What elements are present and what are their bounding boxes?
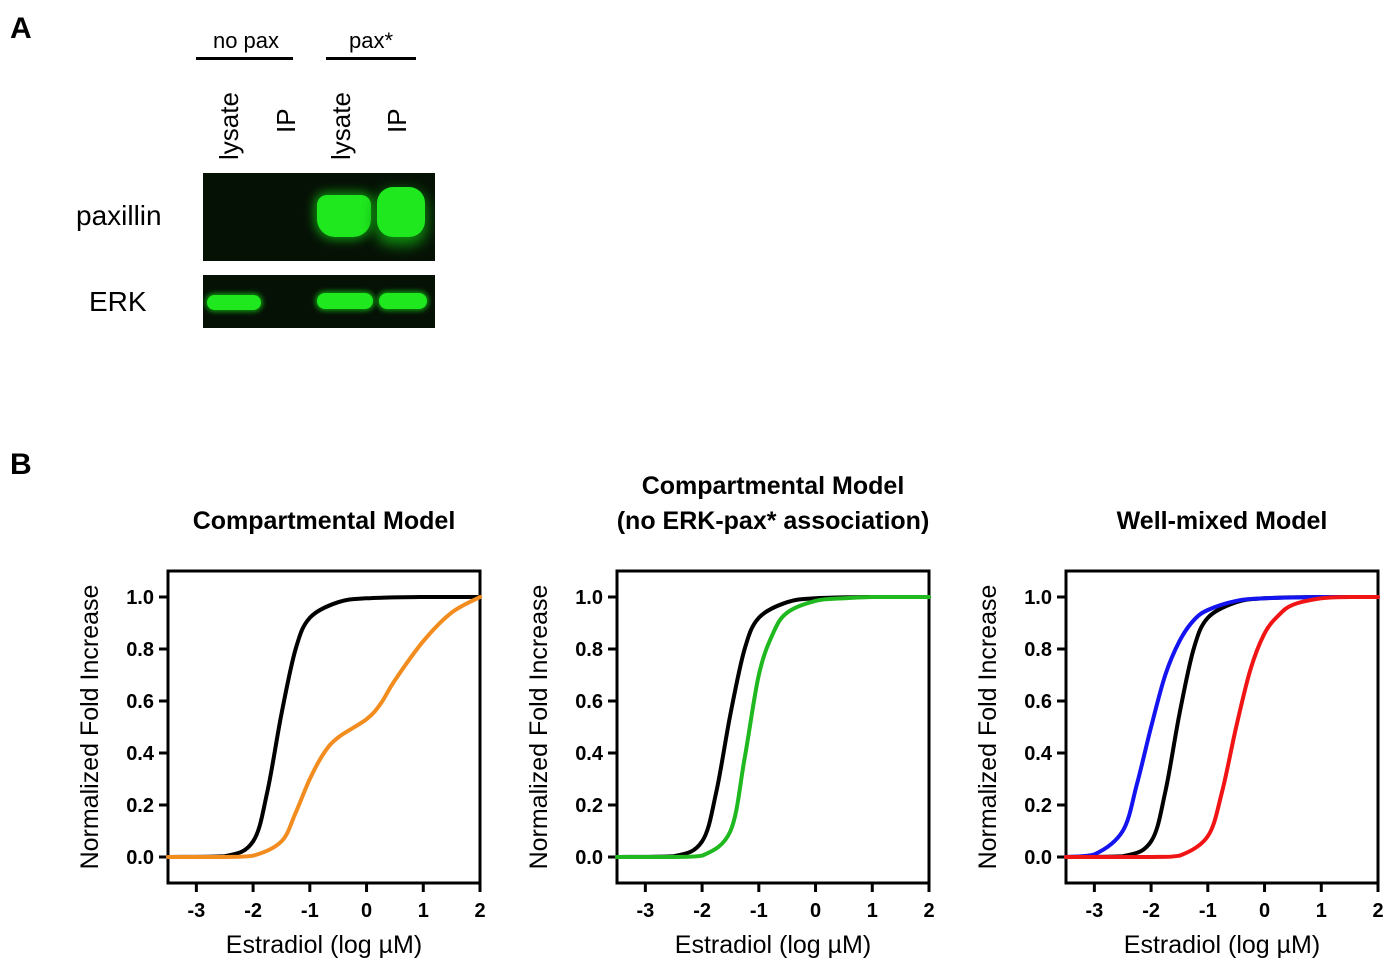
- x-tick-label: 1: [1316, 900, 1327, 922]
- erk-blot: [203, 275, 435, 328]
- y-axis-label: Normalized Fold Increase: [76, 585, 104, 870]
- panel-a-letter: A: [10, 12, 32, 45]
- chart-1: Compartmental Model 0.0 0.2 0.4 0.6 0.8 1.0 -3 -…: [76, 507, 486, 959]
- y-axis-label: Normalized Fold Increase: [974, 585, 1002, 870]
- x-tick-label: 2: [474, 900, 485, 922]
- y-tick-label: 0.0: [126, 847, 154, 869]
- plot-frame: [615, 569, 931, 885]
- paxillin-band-lysate: [317, 195, 371, 237]
- y-tick-label: 0.6: [126, 691, 154, 713]
- series-line-2: [615, 595, 931, 860]
- plot-frame: [166, 569, 482, 885]
- y-tick-label: 0.2: [126, 795, 154, 817]
- y-tick-label: 1.0: [575, 587, 603, 609]
- x-axis-label: Estradiol (log µM): [675, 931, 871, 959]
- y-tick-label: 0.2: [575, 795, 603, 817]
- group-label-pax: pax*: [348, 28, 394, 53]
- x-tick-label: -1: [750, 900, 768, 922]
- chart-3: Well-mixed Model 0.0 0.2 0.4 0.6 0.8 1.0 -3 -2 -1…: [974, 507, 1384, 959]
- row-label-erk: ERK: [89, 286, 147, 317]
- series-line-1: [1064, 595, 1380, 859]
- y-tick-label: 0.8: [1024, 639, 1052, 661]
- group-line-no-pax: [196, 57, 293, 60]
- y-axis-label: Normalized Fold Increase: [525, 585, 553, 870]
- y-tick-label: 0.6: [1024, 691, 1052, 713]
- y-tick-label: 0.8: [575, 639, 603, 661]
- series-line-1: [166, 595, 482, 859]
- y-tick-label: 0.8: [126, 639, 154, 661]
- x-tick-label: 2: [1372, 900, 1383, 922]
- x-axis-label: Estradiol (log µM): [1124, 931, 1320, 959]
- y-tick-label: 0.6: [575, 691, 603, 713]
- x-tick-label: 1: [867, 900, 878, 922]
- x-tick-label: -2: [693, 900, 711, 922]
- x-tick-label: -1: [301, 900, 319, 922]
- chart-2: Compartmental Model (no ERK-pax* associat…: [525, 472, 935, 959]
- group-line-pax: [326, 57, 416, 60]
- plot-frame: [1064, 569, 1380, 885]
- x-tick-label: 1: [418, 900, 429, 922]
- x-tick-label: -3: [187, 900, 205, 922]
- chart-title: (no ERK-pax* association): [617, 507, 930, 535]
- x-tick-label: 0: [810, 900, 821, 922]
- y-tick-label: 0.2: [1024, 795, 1052, 817]
- y-tick-label: 1.0: [1024, 587, 1052, 609]
- chart-title: Compartmental Model: [642, 472, 905, 500]
- erk-band-lysate-1: [207, 295, 261, 310]
- series-line-2: [1064, 595, 1380, 859]
- y-tick-label: 0.4: [126, 743, 155, 765]
- y-tick-label: 0.0: [575, 847, 603, 869]
- chart-title: Compartmental Model: [193, 507, 456, 535]
- x-tick-label: -2: [244, 900, 262, 922]
- x-tick-label: 0: [361, 900, 372, 922]
- series-line-2: [166, 595, 482, 860]
- erk-band-ip: [379, 293, 427, 309]
- x-tick-label: 0: [1259, 900, 1270, 922]
- erk-band-lysate-2: [317, 293, 373, 309]
- group-label-no-pax: no pax: [212, 28, 280, 53]
- x-tick-label: -3: [636, 900, 654, 922]
- y-tick-label: 0.4: [1024, 743, 1053, 765]
- paxillin-blot: [203, 173, 435, 261]
- panel-b-letter: B: [10, 448, 32, 481]
- y-tick-label: 0.0: [1024, 847, 1052, 869]
- y-tick-label: 0.4: [575, 743, 604, 765]
- row-label-paxillin: paxillin: [76, 200, 162, 231]
- chart-title: Well-mixed Model: [1117, 507, 1328, 535]
- x-tick-label: -2: [1142, 900, 1160, 922]
- x-axis-label: Estradiol (log µM): [226, 931, 422, 959]
- series-line-3: [1064, 595, 1380, 860]
- y-tick-label: 1.0: [126, 587, 154, 609]
- x-tick-label: -3: [1085, 900, 1103, 922]
- x-tick-label: -1: [1199, 900, 1217, 922]
- paxillin-band-ip: [377, 187, 425, 237]
- x-tick-label: 2: [923, 900, 934, 922]
